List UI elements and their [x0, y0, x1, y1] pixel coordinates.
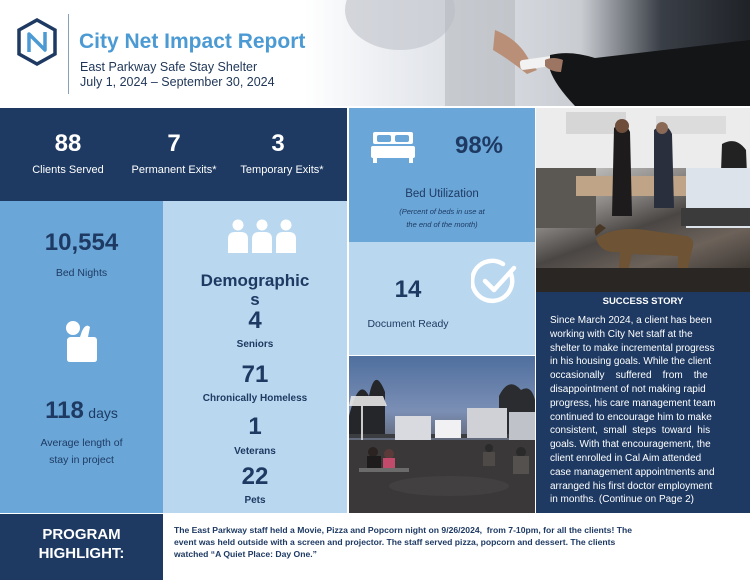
success-story-box: SUCCESS STORY Since March 2024, a client… — [536, 292, 750, 513]
pets-value: 22 — [241, 463, 269, 490]
program-highlight-label-box: PROGRAM HIGHLIGHT: — [0, 514, 163, 580]
permanent-exits-label: Permanent Exits* — [131, 164, 217, 176]
success-story-line: working with City Net staff at the — [550, 328, 693, 340]
length-of-stay-label-1: Average length of — [40, 437, 123, 449]
program-highlight-label-1: PROGRAM — [42, 526, 121, 543]
success-story-line: case management appointments and — [550, 466, 715, 478]
program-highlight-line: event was held outside with a screen and… — [174, 537, 616, 547]
veterans-value: 1 — [248, 413, 262, 440]
bed-nights-label: Bed Nights — [55, 267, 108, 279]
report-title: City Net Impact Report — [79, 30, 306, 53]
demographics-column: Demographic s 4 Seniors 71 Chronically H… — [163, 201, 347, 513]
document-ready-value: 14 — [394, 276, 422, 303]
success-story-line: continued to encourage him to make — [550, 411, 712, 423]
permanent-exits-value: 7 — [167, 130, 181, 157]
header-photo — [305, 0, 750, 106]
length-of-stay-label-2: stay in project — [49, 454, 114, 466]
success-story-line: Since March 2024, a client has been — [550, 315, 712, 326]
success-story-line: client enrolled in Cal Aim attended — [550, 452, 702, 464]
movie-night-photo — [349, 356, 535, 513]
success-story-line: in his housing goals. While the client — [550, 356, 712, 368]
report-subtitle: East Parkway Safe Stay Shelter — [80, 60, 258, 74]
program-highlight-label-2: HIGHLIGHT: — [38, 545, 125, 562]
success-story-line: shelter to make incremental progress — [550, 342, 715, 354]
success-story-line: progress, his care management team — [550, 397, 716, 409]
success-story-line: occasionally suffered from the — [550, 370, 708, 382]
program-highlight-line: The East Parkway staff held a Movie, Piz… — [174, 525, 632, 535]
bed-utilization-label: Bed Utilization — [405, 188, 479, 200]
demographics-title-2: s — [250, 290, 260, 309]
seniors-label: Seniors — [236, 339, 274, 350]
success-story-line: disappointment of not making rapid — [550, 383, 706, 395]
shelter-staff-photo — [536, 108, 750, 292]
people-group-icon — [227, 219, 297, 253]
check-circle-icon — [469, 258, 519, 306]
clients-served-label: Clients Served — [32, 164, 104, 176]
temporary-exits-value: 3 — [271, 130, 285, 157]
bed-utilization-value: 98% — [454, 132, 504, 159]
length-of-stay-unit: days — [88, 405, 118, 421]
clients-served-value: 88 — [54, 130, 82, 157]
chronically-homeless-value: 71 — [241, 361, 269, 388]
success-story-line: consistent, small steps toward his — [550, 425, 711, 437]
program-highlight-line: watched “A Quiet Place: Day One.” — [174, 549, 317, 559]
success-story-title: SUCCESS STORY — [602, 296, 684, 307]
length-of-stay: 118 days — [0, 397, 163, 425]
city-net-logo-icon — [16, 17, 58, 67]
demographics-title-1: Demographic — [200, 271, 310, 290]
success-story-line: arranged his first doctor employment — [550, 480, 713, 492]
success-story-text: Since March 2024, a client has been work… — [550, 314, 744, 507]
bed-icon — [371, 130, 415, 164]
seniors-value: 4 — [248, 307, 262, 334]
veterans-label: Veterans — [234, 446, 276, 457]
raised-hand-icon — [62, 319, 98, 363]
success-story-line: goals. With that encouragement, the — [550, 439, 711, 451]
bed-utilization-box: 98% Bed Utilization (Percent of beds in … — [349, 108, 535, 242]
report-dates: July 1, 2024 – September 30, 2024 — [80, 75, 275, 89]
chronically-homeless-label: Chronically Homeless — [202, 393, 308, 404]
bed-utilization-note-1: (Percent of beds in use at — [399, 207, 485, 216]
pets-label: Pets — [244, 495, 266, 506]
document-ready-box: 14 Document Ready — [349, 242, 535, 355]
program-highlight-text: The East Parkway staff held a Movie, Piz… — [174, 524, 744, 560]
success-story-line: in months. (Continue on Page 2) — [550, 494, 694, 506]
document-ready-label: Document Ready — [367, 318, 449, 330]
header-divider — [68, 14, 69, 94]
length-of-stay-value: 118 — [45, 397, 84, 424]
bed-utilization-note-2: the end of the month) — [406, 220, 478, 229]
top-stats-band: 88 Clients Served 7 Permanent Exits* 3 T… — [0, 108, 347, 201]
temporary-exits-label: Temporary Exits* — [240, 164, 324, 176]
bed-nights-value: 10,554 — [44, 229, 119, 256]
left-stats-column: 10,554 Bed Nights 118 days Average lengt… — [0, 201, 163, 513]
